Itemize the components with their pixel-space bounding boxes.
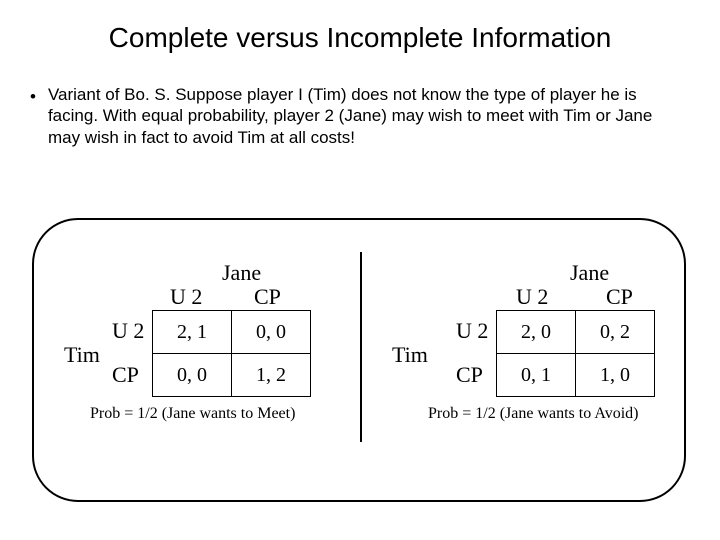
payoff-cell: 1, 2 — [232, 354, 311, 397]
game-caption: Prob = 1/2 (Jane wants to Avoid) — [428, 405, 638, 423]
game-divider — [360, 252, 362, 442]
bullet-item: • Variant of Bo. S. Suppose player I (Ti… — [0, 54, 720, 148]
col-header-cp: CP — [606, 284, 633, 310]
payoff-cell: 2, 0 — [497, 311, 576, 354]
payoff-cell: 0, 1 — [497, 354, 576, 397]
row-player-label: Tim — [392, 342, 428, 368]
payoff-cell: 0, 0 — [153, 354, 232, 397]
payoff-cell: 0, 2 — [576, 311, 655, 354]
payoff-table: 2, 0 0, 2 0, 1 1, 0 — [496, 310, 655, 397]
payoff-cell: 1, 0 — [576, 354, 655, 397]
bullet-text: Variant of Bo. S. Suppose player I (Tim)… — [48, 84, 680, 148]
payoff-table: 2, 1 0, 0 0, 0 1, 2 — [152, 310, 311, 397]
row-header-u2: U 2 — [112, 318, 144, 344]
row-player-label: Tim — [64, 342, 100, 368]
bullet-marker: • — [30, 84, 48, 107]
page-title: Complete versus Incomplete Information — [0, 0, 720, 54]
col-header-u2: U 2 — [516, 284, 548, 310]
col-player-label: Jane — [570, 260, 609, 286]
col-header-cp: CP — [254, 284, 281, 310]
game-caption: Prob = 1/2 (Jane wants to Meet) — [90, 405, 295, 423]
row-header-u2: U 2 — [456, 318, 488, 344]
row-header-cp: CP — [112, 362, 139, 388]
payoff-cell: 2, 1 — [153, 311, 232, 354]
payoff-cell: 0, 0 — [232, 311, 311, 354]
col-header-u2: U 2 — [170, 284, 202, 310]
col-player-label: Jane — [222, 260, 261, 286]
row-header-cp: CP — [456, 362, 483, 388]
